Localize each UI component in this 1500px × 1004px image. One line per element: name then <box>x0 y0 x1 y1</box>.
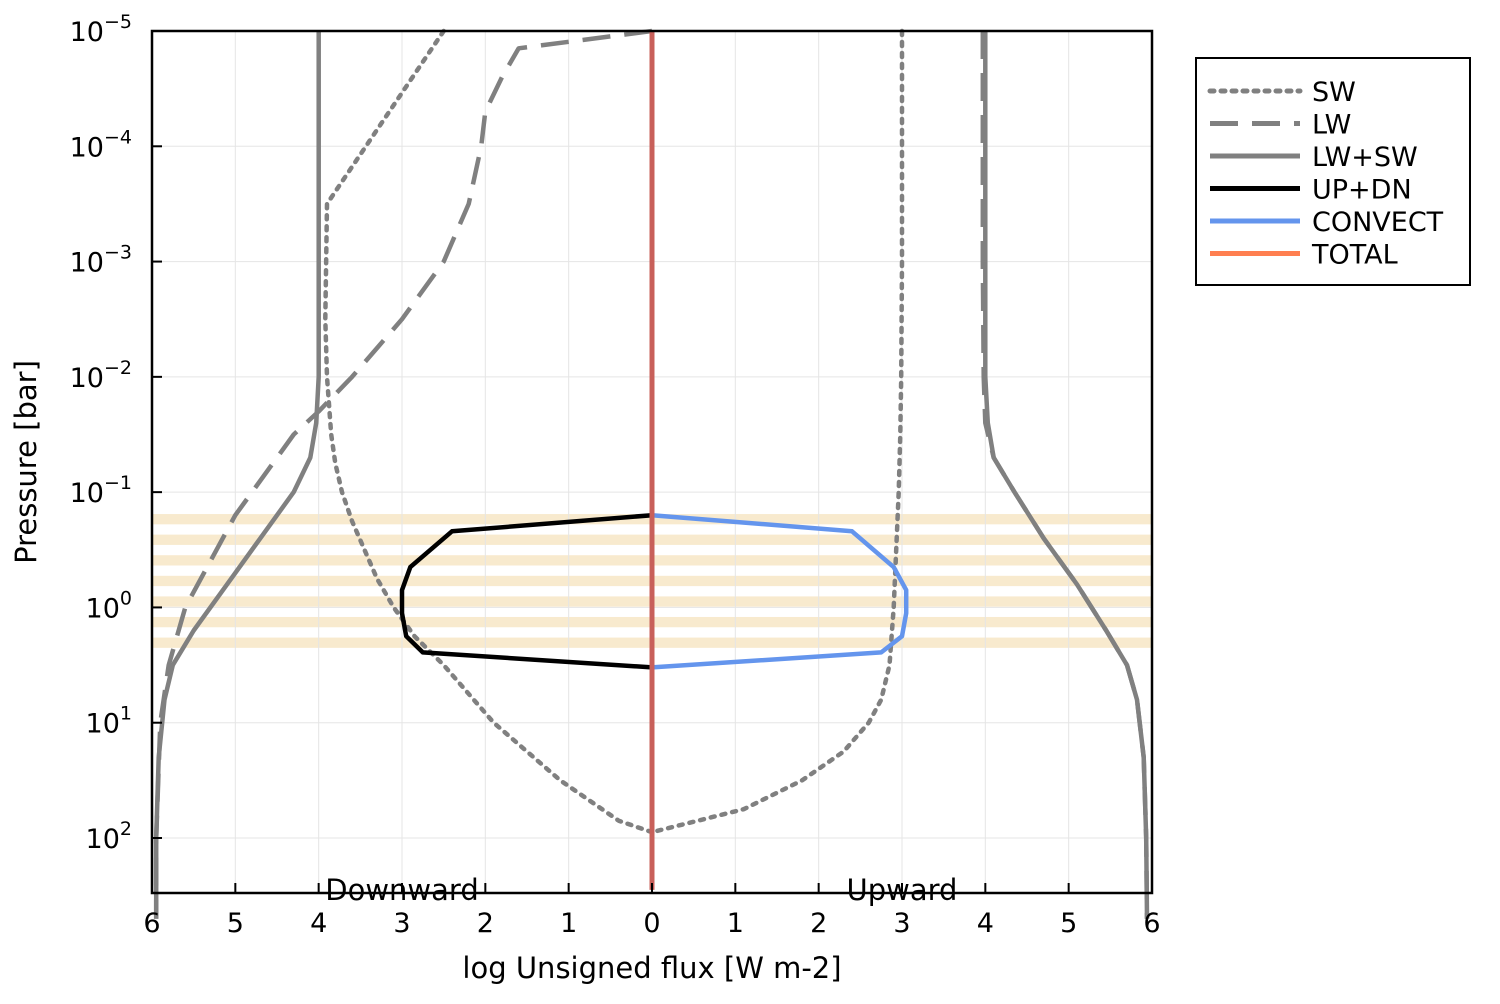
x-tick-label: 5 <box>227 908 244 939</box>
x-tick-label: 2 <box>810 908 827 939</box>
y-tick-base: 10 <box>86 709 120 740</box>
series-lw-upward <box>980 31 1150 919</box>
legend-label: LW <box>1312 110 1351 141</box>
y-tick-exponent: −5 <box>104 11 132 33</box>
y-tick-exponent: −3 <box>104 242 132 264</box>
x-axis-ticks: 6 5 4 3 2 1 0 1 2 3 4 5 6 <box>143 883 1161 939</box>
y-tick-base: 10 <box>70 478 104 509</box>
x-axis-label: log Unsigned flux [W m-2] <box>462 951 841 985</box>
series-lw-downward <box>153 28 653 919</box>
x-tick-label: 4 <box>977 908 994 939</box>
series-up-dn-downward <box>399 512 653 670</box>
y-tick-base: 10 <box>70 132 104 163</box>
x-tick-label: 6 <box>1143 908 1160 939</box>
y-tick-label: 10−5 <box>70 11 132 48</box>
legend-box <box>1195 57 1471 286</box>
annotations: Downward Upward <box>325 873 957 907</box>
legend-label: UP+DN <box>1312 175 1412 206</box>
series-sw-upward <box>649 28 905 835</box>
legend-label: CONVECT <box>1312 207 1444 238</box>
x-tick-label: 0 <box>643 908 660 939</box>
legend-label: LW+SW <box>1312 142 1418 173</box>
y-tick-base: 10 <box>86 824 120 855</box>
y-tick-base: 10 <box>70 248 104 279</box>
x-tick-label: 2 <box>477 908 494 939</box>
x-tick-label: 5 <box>1060 908 1077 939</box>
x-tick-label: 4 <box>310 908 327 939</box>
y-tick-exponent: 0 <box>120 587 132 609</box>
annotation-downward: Downward <box>325 873 478 907</box>
y-tick-base: 10 <box>70 363 104 394</box>
annotation-upward: Upward <box>847 873 958 907</box>
x-tick-label: 1 <box>727 908 744 939</box>
y-tick-label: 102 <box>86 818 132 855</box>
y-tick-exponent: −2 <box>104 357 132 379</box>
series-lw-sw-upward <box>983 31 1150 919</box>
y-tick-label: 10−4 <box>70 126 132 163</box>
x-tick-label: 6 <box>143 908 160 939</box>
legend-label: SW <box>1312 77 1356 108</box>
series-lines <box>153 28 1150 919</box>
y-tick-base: 10 <box>70 17 104 48</box>
x-tick-label: 1 <box>560 908 577 939</box>
y-tick-base: 10 <box>86 593 120 624</box>
series-convect-downward <box>651 512 909 670</box>
series-lw-sw-downward <box>153 31 321 919</box>
y-tick-label: 101 <box>86 703 132 740</box>
y-tick-exponent: 1 <box>120 703 132 725</box>
y-tick-label: 10−3 <box>70 242 132 279</box>
y-tick-exponent: −4 <box>104 126 132 148</box>
legend-label: TOTAL <box>1311 240 1398 271</box>
y-tick-label: 100 <box>86 587 132 624</box>
y-tick-label: 10−2 <box>70 357 132 394</box>
x-tick-label: 3 <box>393 908 410 939</box>
y-tick-exponent: −1 <box>104 472 132 494</box>
series-sw-downward <box>323 28 655 835</box>
y-tick-label: 10−1 <box>70 472 132 509</box>
y-tick-exponent: 2 <box>120 818 132 840</box>
x-tick-label: 3 <box>893 908 910 939</box>
y-axis-label: Pressure [bar] <box>9 360 43 564</box>
